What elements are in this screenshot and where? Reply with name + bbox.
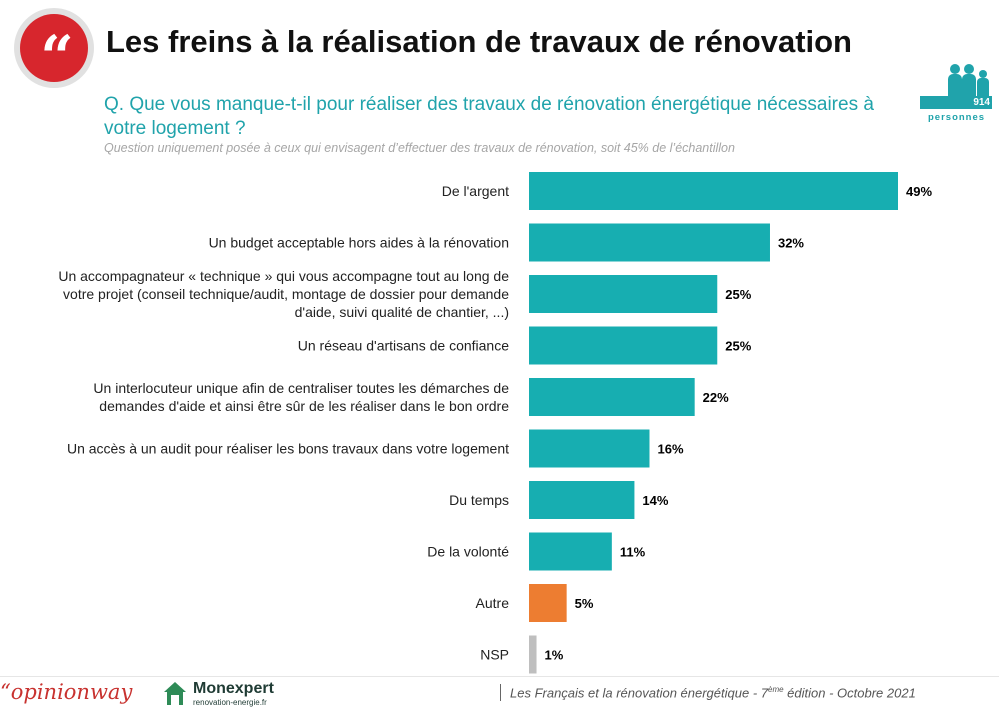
category-label-2: Un budget acceptable hors aides à la rén… <box>209 235 509 251</box>
data-label-4: 25% <box>725 339 751 354</box>
quote-badge: “ <box>14 8 94 91</box>
data-label-7: 14% <box>642 493 668 508</box>
sample-label: personnes <box>928 112 986 123</box>
house-icon <box>164 682 186 705</box>
opinionway-logo: “opinionway <box>0 680 133 704</box>
bar-3 <box>529 275 718 313</box>
sample-size-badge: 914 personnes <box>920 62 992 124</box>
bar-8 <box>529 532 612 571</box>
category-label-4: Un réseau d'artisans de confiance <box>298 338 509 354</box>
bar-9 <box>529 584 567 622</box>
data-label-9: 5% <box>575 596 594 611</box>
bar-4 <box>529 326 718 365</box>
data-label-1: 49% <box>906 184 932 199</box>
bar-1 <box>529 172 898 210</box>
footer-divider <box>0 676 999 677</box>
bar-2 <box>529 223 770 262</box>
data-label-6: 16% <box>657 442 683 457</box>
monexpert-url: renovation-energie.fr <box>193 698 267 707</box>
people-icon <box>950 64 960 74</box>
footer-separator <box>500 684 501 701</box>
question-note: Question uniquement posée à ceux qui env… <box>104 141 735 155</box>
category-label-8: De la volonté <box>427 544 509 560</box>
sample-count: 914 <box>973 97 990 108</box>
page-title: Les freins à la réalisation de travaux d… <box>106 24 852 59</box>
bar-7 <box>529 481 635 519</box>
data-label-2: 32% <box>778 236 804 251</box>
data-label-3: 25% <box>725 287 751 302</box>
category-label-7: Du temps <box>449 492 509 508</box>
category-label-9: Autre <box>476 595 510 611</box>
quote-icon: “ <box>20 14 88 91</box>
data-label-8: 11% <box>620 545 646 560</box>
bar-10 <box>529 635 537 674</box>
bar-6 <box>529 429 650 468</box>
category-label-5: Un interlocuteur unique afin de centrali… <box>93 380 509 414</box>
category-label-1: De l'argent <box>442 183 509 199</box>
data-label-10: 1% <box>545 648 564 663</box>
category-label-6: Un accès à un audit pour réaliser les bo… <box>67 441 509 457</box>
bar-5 <box>529 378 695 416</box>
data-label-5: 22% <box>703 390 729 405</box>
question-text: Q. Que vous manque-t-il pour réaliser de… <box>104 94 874 139</box>
category-label-3: Un accompagnateur « technique » qui vous… <box>58 268 509 320</box>
footer-source: Les Français et la rénovation énergétiqu… <box>510 685 916 701</box>
category-label-10: NSP <box>480 647 509 663</box>
sample-bar <box>920 96 992 109</box>
bar-chart: 49% De l'argent 32% Un budget acceptable ho… <box>58 172 932 674</box>
monexpert-logo: Monexpert <box>193 680 274 697</box>
